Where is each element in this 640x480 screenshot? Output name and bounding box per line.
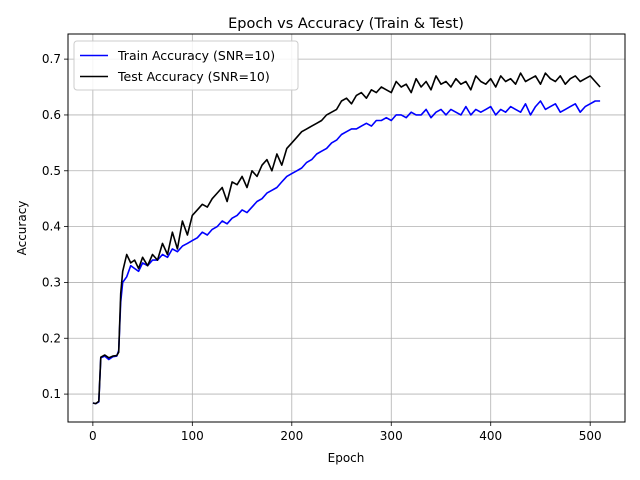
legend-box [73, 40, 299, 91]
chart-title: Epoch vs Accuracy (Train & Test) [228, 16, 464, 32]
x-tick-label: 0 [89, 429, 97, 443]
legend-train-label: Train Accuracy (SNR=10) [117, 48, 275, 63]
grid-lines [68, 34, 625, 422]
x-axis-label: Epoch [328, 451, 365, 465]
x-tick-label: 300 [380, 429, 403, 443]
y-tick-label: 0.2 [42, 331, 61, 345]
y-tick-label: 0.5 [42, 164, 61, 178]
legend-test-label: Test Accuracy (SNR=10) [117, 69, 270, 84]
y-axis-ticks: 0.1 0.2 0.3 0.4 0.5 0.6 0.7 [42, 52, 68, 401]
x-tick-label: 500 [579, 429, 602, 443]
y-tick-label: 0.6 [42, 108, 61, 122]
x-tick-label: 200 [280, 429, 303, 443]
legend: Train Accuracy (SNR=10) Test Accuracy (S… [73, 40, 299, 91]
y-axis-label: Accuracy [15, 201, 29, 256]
x-tick-label: 100 [181, 429, 204, 443]
y-tick-label: 0.4 [42, 220, 61, 234]
x-axis-ticks: 0 100 200 300 400 500 [89, 422, 602, 443]
test-accuracy-line [92, 72, 601, 405]
y-tick-label: 0.7 [42, 52, 61, 66]
series-layer [92, 72, 601, 405]
plot-frame [67, 33, 626, 423]
y-tick-label: 0.1 [42, 387, 61, 401]
x-tick-label: 400 [479, 429, 502, 443]
y-tick-label: 0.3 [42, 275, 61, 289]
